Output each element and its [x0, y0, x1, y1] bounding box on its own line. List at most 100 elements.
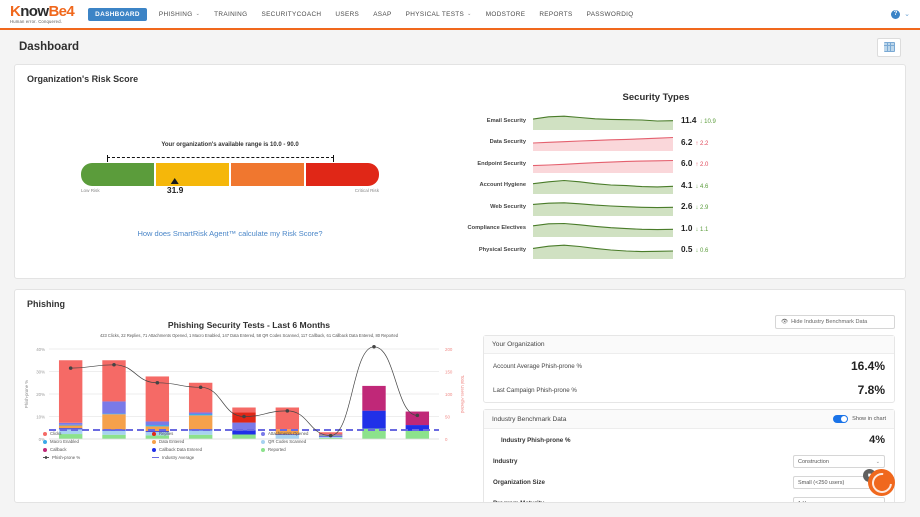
- legend-item[interactable]: Clicks: [43, 431, 152, 436]
- legend-item[interactable]: Data Entered: [152, 439, 261, 444]
- legend-dot-icon: [261, 431, 265, 436]
- phishing-chart-svg: 0% 10% 20% 30% 40% 0 50 100 150 200 Phish-prone % T…: [24, 345, 465, 442]
- security-types-column: Security Types Email Security 11.4 ↓ 10.9 D…: [445, 84, 905, 297]
- legend-item[interactable]: Callback Data Entered: [152, 447, 261, 452]
- legend-item[interactable]: Reported: [261, 447, 370, 452]
- security-type-current-value: 4.1: [681, 180, 693, 190]
- risk-card-body: Your organization's available range is 1…: [15, 84, 905, 297]
- nav-item-securitycoach[interactable]: SECURITYCOACH: [259, 8, 323, 21]
- nav-item-training[interactable]: TRAINING: [212, 8, 249, 21]
- chart-bar-segment: [102, 413, 126, 415]
- last-campaign-label: Last Campaign Phish-prone %: [493, 386, 577, 394]
- security-type-label: Compliance Electives: [467, 225, 526, 232]
- chart-bar-segment: [145, 435, 170, 440]
- benchmark-button-label: Hide Industry Benchmark Data: [791, 319, 868, 325]
- security-type-values: 0.5 ↓ 0.6: [673, 245, 731, 254]
- security-type-current-value: 2.6: [681, 202, 693, 212]
- chart-bar-segment: [145, 425, 170, 427]
- show-in-chart-label: Show in chart: [852, 416, 886, 422]
- show-in-chart-group: Show in chart: [833, 415, 886, 423]
- knowbe4-logo[interactable]: KnowBe4 Human error. Conquered.: [10, 4, 75, 24]
- legend-dot-icon: [43, 431, 47, 436]
- security-type-values: 1.0 ↓ 1.1: [673, 224, 731, 233]
- chart-bar-segment: [188, 430, 213, 435]
- risk-score-title: Organization's Risk Score: [27, 74, 139, 84]
- program-maturity-value: 1 Year: [798, 501, 814, 503]
- nav-item-reports[interactable]: REPORTS: [537, 8, 574, 21]
- chart-bar-segment: [188, 382, 213, 413]
- industry-select-row: Industry Construction ⌄: [484, 451, 894, 472]
- help-icon[interactable]: ?: [891, 9, 901, 19]
- y-axis-tick-label: 30%: [36, 370, 45, 375]
- chevron-down-icon: ⌄: [467, 11, 472, 17]
- nav-label: TRAINING: [214, 10, 248, 18]
- security-type-row: Account Hygiene 4.1 ↓ 4.6: [445, 175, 887, 197]
- legend-label: Callback: [50, 447, 67, 452]
- risk-score-card: Organization's Risk Score Your organizat…: [14, 64, 906, 279]
- nav-item-phishing[interactable]: PHISHING ⌄: [157, 8, 202, 21]
- eye-slash-icon: 👁: [781, 319, 789, 325]
- legend-item[interactable]: Macro Enabled: [43, 439, 152, 444]
- nav-item-physical-tests[interactable]: PHYSICAL TESTS ⌄: [404, 8, 474, 21]
- y-axis-right-title: Total Users Affected: [460, 375, 465, 414]
- security-type-sparkline: [533, 115, 673, 130]
- chart-bar-segment: [58, 422, 83, 425]
- nav-item-modstore[interactable]: MODSTORE: [484, 8, 528, 21]
- security-type-row: Web Security 2.6 ↓ 2.9: [445, 196, 887, 218]
- security-type-label: Physical Security: [478, 246, 526, 253]
- legend-item[interactable]: Replies: [152, 431, 261, 436]
- phish-prone-point: [285, 409, 290, 413]
- show-in-chart-toggle[interactable]: [833, 415, 849, 423]
- nav-item-users[interactable]: USERS: [333, 8, 361, 21]
- y-axis-title: Phish-prone %: [24, 380, 29, 408]
- phishing-card: Phishing Phishing Security Tests - Last …: [14, 289, 906, 503]
- phish-prone-point: [198, 385, 203, 390]
- industry-select[interactable]: Construction ⌄: [793, 455, 885, 468]
- nav-item-passwordiq[interactable]: PASSWORDIQ: [585, 8, 636, 21]
- phishing-card-body: Phishing Security Tests - Last 6 Months …: [15, 309, 905, 503]
- y-axis-right-tick-label: 0: [445, 437, 448, 442]
- legend-dot-icon: [152, 447, 156, 452]
- legend-dash-icon: [152, 456, 159, 459]
- chart-bar-segment: [102, 360, 126, 402]
- security-type-row: Email Security 11.4 ↓ 10.9: [445, 110, 887, 132]
- legend-item[interactable]: QR Codes Scanned: [261, 439, 370, 444]
- legend-marker-icon: [43, 456, 49, 459]
- legend-label: QR Codes Scanned: [268, 439, 307, 444]
- widget-settings-button[interactable]: [877, 37, 901, 57]
- y-axis-right-tick-label: 100: [445, 392, 453, 397]
- nav-items: DASHBOARD PHISHING ⌄ TRAINING SECURITYCOA…: [88, 7, 636, 21]
- security-type-delta: ↓ 0.6: [695, 248, 709, 255]
- legend-item[interactable]: Callback: [43, 447, 152, 452]
- page-header: Dashboard: [14, 30, 906, 64]
- chat-launcher-button[interactable]: [868, 469, 895, 496]
- chart-bar-segment: [362, 410, 386, 429]
- logo-tagline: Human error. Conquered.: [10, 18, 63, 24]
- legend-item[interactable]: Attachments Opened: [261, 431, 370, 436]
- chart-bar-segment: [58, 429, 83, 435]
- legend-label: Phish-prone %: [52, 455, 81, 460]
- chevron-down-icon: ⌄: [876, 501, 880, 503]
- program-maturity-select[interactable]: 1 Year ⌄: [793, 497, 885, 503]
- risk-score-value: 31.9: [166, 185, 184, 195]
- nav-label: USERS: [335, 10, 360, 18]
- phish-prone-line: [70, 346, 418, 437]
- security-type-current-value: 11.4: [681, 116, 697, 126]
- gauge-segment-low: [81, 163, 154, 186]
- industry-benchmark-header: Industry Benchmark Data Show in chart: [484, 410, 894, 429]
- risk-range-note: Your organization's available range is 1…: [161, 142, 299, 148]
- chart-bar-segment: [318, 438, 343, 440]
- hide-industry-benchmark-button[interactable]: 👁 Hide Industry Benchmark Data: [775, 315, 895, 329]
- legend-item[interactable]: Phish-prone %: [43, 455, 152, 460]
- legend-item[interactable]: Industry Average: [152, 455, 261, 460]
- account-average-value: 16.4%: [850, 359, 885, 373]
- risk-score-explainer-link[interactable]: How does SmartRisk Agent™ calculate my R…: [137, 229, 323, 238]
- account-chevron-down-icon[interactable]: ⌄: [904, 11, 910, 18]
- nav-item-dashboard[interactable]: DASHBOARD: [88, 7, 147, 21]
- chart-bar-segment: [145, 432, 170, 436]
- chart-bar-segment: [145, 421, 170, 426]
- legend-dot-icon: [43, 447, 47, 452]
- security-type-sparkline: [533, 223, 673, 238]
- legend-label: Macro Enabled: [50, 439, 79, 444]
- nav-item-asap[interactable]: ASAP: [371, 8, 393, 21]
